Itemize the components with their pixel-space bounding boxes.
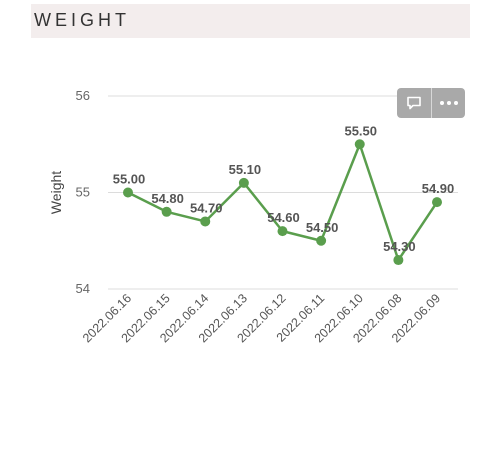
- y-tick-label: 56: [76, 88, 90, 103]
- data-label: 54.50: [306, 220, 339, 235]
- data-point: [161, 206, 172, 217]
- chart-header: WEIGHT: [31, 4, 470, 38]
- comment-button[interactable]: [397, 88, 431, 118]
- y-tick-label: 55: [76, 185, 90, 200]
- data-label: 54.30: [383, 239, 416, 254]
- data-label: 54.90: [422, 181, 455, 196]
- y-axis-label: Weight: [48, 171, 64, 214]
- page-title: WEIGHT: [34, 10, 130, 30]
- data-point: [432, 197, 442, 208]
- data-label: 55.00: [113, 172, 146, 187]
- chart-toolbar: [397, 88, 465, 118]
- data-label: 55.50: [344, 123, 377, 138]
- data-point: [277, 226, 288, 237]
- more-dots-icon: [440, 101, 458, 105]
- data-point: [354, 139, 365, 150]
- data-label: 55.10: [229, 162, 262, 177]
- data-point: [238, 177, 249, 188]
- more-options-button[interactable]: [431, 88, 466, 118]
- data-label: 54.80: [151, 191, 184, 206]
- data-label: 54.70: [190, 200, 223, 215]
- comment-icon: [407, 96, 421, 110]
- y-tick-label: 54: [76, 281, 90, 296]
- data-point: [316, 235, 327, 246]
- data-point: [123, 187, 133, 198]
- data-point: [200, 216, 211, 227]
- data-label: 54.60: [267, 210, 300, 225]
- data-point: [393, 255, 404, 266]
